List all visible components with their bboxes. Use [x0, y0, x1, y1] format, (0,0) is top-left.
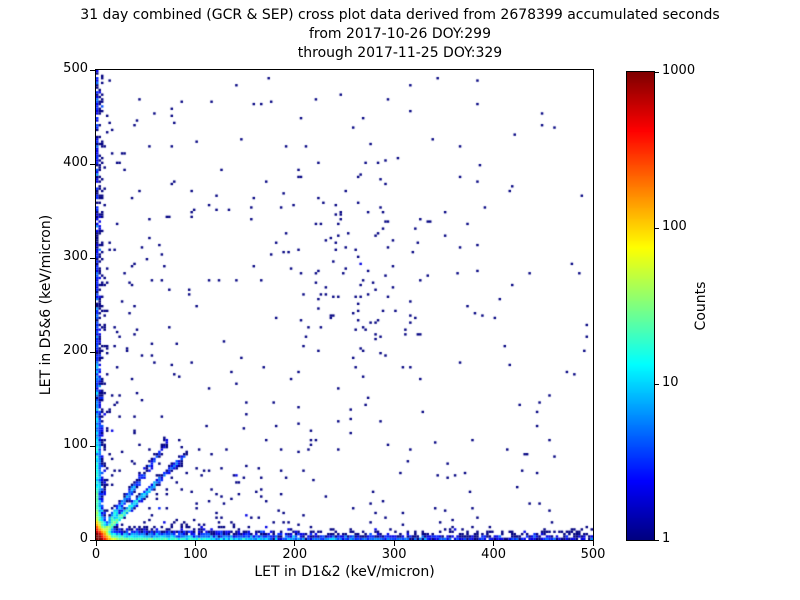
x-tick-mark — [393, 541, 395, 546]
y-tick-label: 200 — [63, 343, 88, 358]
x-tick-mark — [493, 541, 495, 546]
y-axis-label: LET in D5&6 (keV/micron) — [38, 214, 54, 396]
y-tick-label: 400 — [63, 155, 88, 170]
x-tick-mark — [592, 541, 594, 546]
x-tick-label: 300 — [381, 547, 407, 562]
x-tick-mark — [194, 541, 196, 546]
colorbar-tick-label: 100 — [662, 219, 687, 234]
title-line-1: 31 day combined (GCR & SEP) cross plot d… — [80, 7, 720, 23]
colorbar-tick-mark — [655, 227, 659, 229]
colorbar-tick-mark — [655, 539, 659, 541]
x-axis-label: LET in D1&2 (keV/micron) — [254, 564, 435, 580]
title-line-2: from 2017-10-26 DOY:299 — [308, 26, 491, 42]
y-tick-label: 100 — [63, 437, 88, 452]
colorbar-tick-mark — [655, 383, 659, 385]
colorbar-tick-label: 10 — [662, 375, 679, 390]
colorbar-tick-label: 1000 — [662, 63, 696, 78]
colorbar-gradient — [627, 72, 654, 540]
x-tick-label: 400 — [481, 547, 506, 562]
colorbar-label: Counts — [693, 281, 709, 331]
colorbar-tick-label: 1 — [662, 531, 671, 546]
x-tick-label: 100 — [182, 547, 208, 562]
chart-title-block: 31 day combined (GCR & SEP) cross plot d… — [0, 6, 800, 63]
colorbar — [626, 71, 655, 541]
x-tick-label: 200 — [282, 547, 308, 562]
y-tick-label: 0 — [79, 531, 88, 546]
y-tick-label: 300 — [63, 249, 88, 264]
title-line-3: through 2017-11-25 DOY:329 — [297, 45, 503, 61]
scatter-density-canvas — [96, 70, 593, 540]
plot-area — [95, 69, 594, 541]
x-tick-label: 0 — [91, 547, 101, 562]
x-tick-mark — [294, 541, 296, 546]
x-tick-label: 500 — [580, 547, 606, 562]
colorbar-tick-mark — [655, 71, 659, 73]
x-tick-mark — [95, 541, 97, 546]
y-tick-label: 500 — [63, 61, 88, 76]
